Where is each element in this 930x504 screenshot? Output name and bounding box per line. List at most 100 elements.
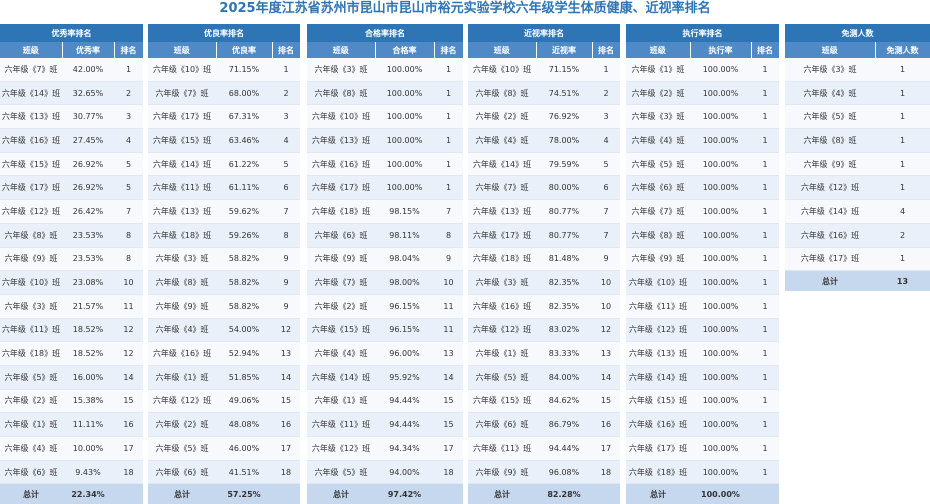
rank-cell: 1 <box>751 247 780 272</box>
class-name-cell: 六年级《12》班 <box>148 389 216 414</box>
class-name-cell: 六年级《16》班 <box>626 412 690 437</box>
value-cell: 1 <box>875 128 930 153</box>
table-row: 六年级《5》班 94.00% 18 <box>307 460 464 485</box>
rank-cell: 6 <box>272 175 301 201</box>
value-cell: 18.52% <box>62 318 114 343</box>
class-name-cell: 六年级《1》班 <box>307 389 375 414</box>
value-cell: 32.65% <box>62 81 114 106</box>
table-row: 六年级《14》班 32.65% 2 <box>0 81 144 106</box>
class-name-cell: 六年级《3》班 <box>468 270 536 295</box>
table-row: 六年级《18》班 81.48% 9 <box>468 247 621 272</box>
table-title: 执行率排名 <box>626 24 780 42</box>
value-cell: 95.92% <box>375 365 434 390</box>
rank-cell: 5 <box>114 152 144 177</box>
class-name-cell: 六年级《14》班 <box>0 81 62 106</box>
table-row: 六年级《5》班 46.00% 17 <box>148 436 301 461</box>
class-name-cell: 六年级《9》班 <box>307 247 375 272</box>
rank-cell: 14 <box>434 365 464 390</box>
rank-cell: 8 <box>114 223 144 248</box>
value-cell: 100.00% <box>690 175 751 201</box>
table-row: 六年级《14》班 4 <box>785 199 930 224</box>
rank-cell: 17 <box>114 436 144 461</box>
total-label: 总计 <box>626 483 690 504</box>
class-name-cell: 六年级《8》班 <box>148 270 216 295</box>
value-cell: 98.15% <box>375 199 434 224</box>
value-cell: 76.92% <box>536 104 592 130</box>
column-header: 优秀率 <box>62 42 115 58</box>
total-row: 总计 22.34% <box>0 483 144 504</box>
value-cell: 100.00% <box>375 81 434 106</box>
rank-cell: 1 <box>751 318 780 343</box>
table-row: 六年级《18》班 59.26% 8 <box>148 223 301 248</box>
table-row: 六年级《11》班 18.52% 12 <box>0 318 144 343</box>
table-row: 六年级《5》班 16.00% 14 <box>0 365 144 390</box>
table-row: 六年级《16》班 100.00% 1 <box>626 412 780 437</box>
table-row: 六年级《7》班 68.00% 2 <box>148 81 301 106</box>
table-header-row: 合格率排名 <box>307 24 464 42</box>
value-cell: 30.77% <box>62 104 114 130</box>
value-cell: 80.00% <box>536 175 592 201</box>
value-cell: 1 <box>875 152 930 177</box>
table-header-row: 近视率排名 <box>468 24 621 42</box>
value-cell: 100.00% <box>690 341 751 366</box>
column-header-row: 班级 优良率 排名 <box>148 42 301 58</box>
table-exempt-count: 免测人数 班级 免测人数 六年级《3》班 1 六年级《4》班 1 六年级《5》班 1 六年级《8》… <box>785 24 930 292</box>
rank-cell: 8 <box>272 223 301 248</box>
value-cell: 81.48% <box>536 247 592 272</box>
class-name-cell: 六年级《12》班 <box>307 436 375 461</box>
rank-cell: 2 <box>272 81 301 106</box>
rank-cell: 3 <box>592 104 621 130</box>
value-cell: 27.45% <box>62 128 114 153</box>
rank-cell: 11 <box>114 294 144 319</box>
rank-cell: 8 <box>114 247 144 272</box>
class-name-cell: 六年级《6》班 <box>0 460 62 485</box>
table-header-row: 执行率排名 <box>626 24 780 42</box>
value-cell: 96.00% <box>375 341 434 366</box>
total-label: 总计 <box>307 483 375 504</box>
rank-cell: 7 <box>434 199 464 224</box>
table-row: 六年级《12》班 83.02% 12 <box>468 318 621 343</box>
class-name-cell: 六年级《11》班 <box>468 436 536 461</box>
class-name-cell: 六年级《9》班 <box>785 152 875 177</box>
rank-cell: 1 <box>434 175 464 201</box>
value-cell: 100.00% <box>375 152 434 177</box>
table-title: 优秀率排名 <box>0 24 144 42</box>
class-name-cell: 六年级《16》班 <box>148 341 216 366</box>
rank-cell: 1 <box>434 128 464 153</box>
value-cell: 54.00% <box>216 318 272 343</box>
class-name-cell: 六年级《3》班 <box>0 294 62 319</box>
rank-cell: 10 <box>434 270 464 295</box>
table-row: 六年级《7》班 98.00% 10 <box>307 270 464 295</box>
class-name-cell: 六年级《7》班 <box>307 270 375 295</box>
table-row: 六年级《11》班 100.00% 1 <box>626 294 780 319</box>
total-label: 总计 <box>468 483 536 504</box>
table-row: 六年级《12》班 1 <box>785 175 930 201</box>
table-row: 六年级《1》班 94.44% 15 <box>307 389 464 414</box>
table-myopia-rate: 近视率排名 班级 近视率 排名 六年级《10》班 71.15% 1 六年级《8》班 74.51%… <box>468 24 621 504</box>
total-row: 总计 13 <box>785 270 930 292</box>
class-name-cell: 六年级《2》班 <box>0 389 62 414</box>
table-row: 六年级《5》班 1 <box>785 104 930 130</box>
value-cell: 26.92% <box>62 152 114 177</box>
column-header: 优良率 <box>216 42 273 58</box>
class-name-cell: 六年级《7》班 <box>0 58 62 82</box>
class-name-cell: 六年级《2》班 <box>468 104 536 130</box>
rank-cell: 10 <box>114 270 144 295</box>
rank-cell: 13 <box>592 341 621 366</box>
table-excellent-rate: 优秀率排名 班级 优秀率 排名 六年级《7》班 42.00% 1 六年级《14》班 32.65%… <box>0 24 144 504</box>
rank-cell: 10 <box>592 270 621 295</box>
table-row: 六年级《16》班 82.35% 10 <box>468 294 621 319</box>
total-value: 22.34% <box>62 483 114 504</box>
value-cell: 1 <box>875 58 930 82</box>
rank-cell: 9 <box>272 270 301 295</box>
value-cell: 84.62% <box>536 389 592 414</box>
value-cell: 80.77% <box>536 223 592 248</box>
class-name-cell: 六年级《5》班 <box>785 104 875 130</box>
column-header: 排名 <box>272 42 301 58</box>
class-name-cell: 六年级《18》班 <box>626 460 690 485</box>
rank-cell: 14 <box>272 365 301 390</box>
class-name-cell: 六年级《15》班 <box>0 152 62 177</box>
table-row: 六年级《8》班 1 <box>785 128 930 153</box>
rank-cell: 12 <box>114 318 144 343</box>
value-cell: 100.00% <box>690 436 751 461</box>
